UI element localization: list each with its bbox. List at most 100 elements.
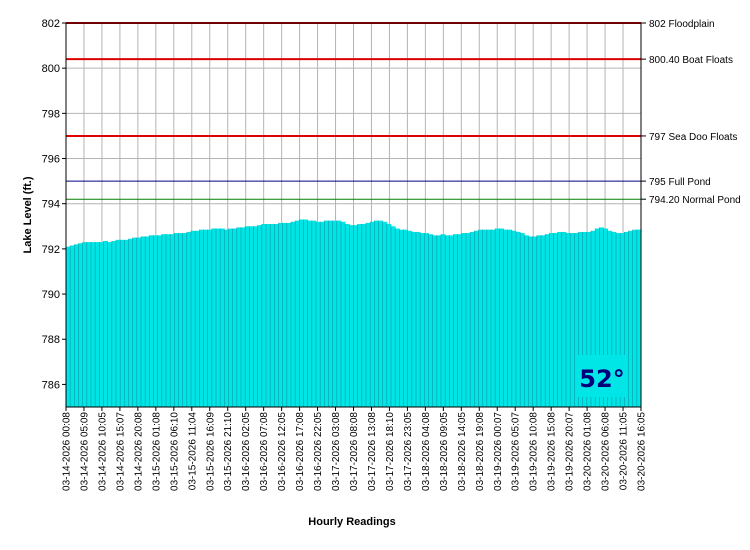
level-bar — [353, 225, 359, 407]
level-bar — [145, 236, 150, 407]
level-bar — [620, 233, 625, 407]
level-bar — [474, 230, 479, 407]
level-bar — [491, 229, 496, 407]
x-tick-label: 03-14-2026 10:05 — [97, 412, 108, 491]
level-bar — [449, 235, 454, 407]
level-bar — [303, 219, 309, 407]
level-bar — [599, 227, 604, 407]
x-tick-label: 03-16-2026 17:08 — [295, 412, 306, 491]
level-bar — [170, 234, 175, 407]
level-bar — [95, 242, 100, 407]
level-bar — [616, 233, 621, 407]
level-bar — [582, 231, 588, 407]
x-tick-label: 03-19-2026 05:07 — [511, 412, 522, 491]
reference-label: 797 Sea Doo Floats — [649, 132, 737, 143]
level-bar — [111, 240, 117, 407]
level-bar — [361, 224, 367, 407]
level-bar — [478, 229, 484, 407]
level-bar — [524, 235, 529, 407]
level-bar — [74, 244, 79, 407]
level-bar — [470, 231, 475, 407]
x-axis-title: Hourly Readings — [308, 516, 395, 528]
level-bar — [232, 228, 238, 407]
level-bar — [520, 233, 525, 407]
level-bar — [324, 220, 329, 407]
level-bar — [195, 230, 200, 407]
level-bar — [386, 224, 392, 407]
x-tick-label: 03-15-2026 21:10 — [223, 412, 234, 491]
level-bar — [66, 246, 71, 407]
level-bar — [516, 231, 521, 407]
x-tick-label: 03-20-2026 01:08 — [583, 412, 594, 491]
level-bar — [499, 228, 504, 407]
level-bar — [486, 229, 492, 407]
level-bar — [311, 220, 317, 407]
x-tick-label: 03-18-2026 09:05 — [439, 412, 450, 491]
lake-level-area — [65, 219, 642, 407]
reference-label: 794.20 Normal Pond — [649, 195, 741, 206]
level-bar — [628, 230, 634, 407]
level-bar — [261, 224, 267, 407]
x-tick-label: 03-19-2026 00:07 — [493, 412, 504, 491]
level-bar — [553, 233, 559, 407]
x-tick-label: 03-15-2026 06:10 — [169, 412, 180, 491]
level-bar — [228, 228, 234, 407]
level-bar — [495, 228, 500, 407]
level-bar — [120, 239, 125, 407]
level-bar — [278, 222, 284, 407]
x-tick-label: 03-16-2026 02:05 — [241, 412, 252, 491]
y-axis-title: Lake Level (ft.) — [22, 176, 34, 253]
x-tick-label: 03-16-2026 22:05 — [313, 412, 324, 491]
level-bar — [436, 235, 442, 407]
level-bar — [578, 231, 584, 407]
level-bar — [236, 227, 242, 407]
level-bar — [591, 230, 596, 407]
level-bar — [82, 242, 88, 407]
level-bar — [382, 221, 388, 407]
y-tick-label: 796 — [42, 154, 60, 166]
x-tick-label: 03-14-2026 00:08 — [62, 412, 73, 491]
level-bar — [574, 233, 579, 407]
level-bar — [253, 226, 259, 407]
x-tick-label: 03-18-2026 04:08 — [421, 412, 432, 491]
y-tick-label: 800 — [42, 63, 60, 75]
level-bar — [528, 236, 534, 407]
level-bar — [378, 220, 384, 407]
level-bar — [203, 229, 209, 407]
temperature-badge-background — [577, 355, 627, 397]
level-bar — [161, 234, 167, 407]
x-tick-label: 03-19-2026 15:08 — [547, 412, 558, 491]
level-bar — [503, 229, 509, 407]
level-bar — [624, 231, 629, 407]
x-tick-label: 03-17-2026 13:08 — [367, 412, 378, 491]
level-bar — [453, 234, 459, 407]
level-bar — [103, 240, 109, 407]
level-bar — [407, 230, 413, 407]
level-bar — [128, 238, 134, 407]
level-bar — [132, 237, 138, 407]
level-bar — [507, 229, 513, 407]
x-tick-label: 03-14-2026 20:08 — [133, 412, 144, 491]
level-bar — [99, 242, 104, 407]
level-bar — [611, 231, 617, 407]
level-bar — [328, 220, 334, 407]
level-bar — [286, 222, 292, 407]
x-tick-label: 03-14-2026 15:07 — [115, 412, 126, 491]
level-bar — [603, 228, 609, 407]
level-bar — [241, 227, 246, 407]
level-bar — [224, 229, 229, 407]
x-tick-label: 03-15-2026 01:08 — [151, 412, 162, 491]
x-axis-ticks: 03-14-2026 00:08 03-14-2026 05:09 03-14-20… — [62, 407, 648, 491]
level-bar — [570, 233, 575, 407]
level-bar — [370, 221, 375, 407]
x-tick-label: 03-17-2026 08:08 — [349, 412, 360, 491]
level-bar — [274, 224, 279, 407]
level-bar — [399, 229, 404, 407]
level-bar — [178, 233, 184, 407]
level-bar — [482, 229, 488, 407]
level-bar — [536, 235, 542, 407]
y-tick-label: 790 — [42, 289, 60, 301]
y-tick-label: 792 — [42, 244, 60, 256]
level-bar — [207, 229, 213, 407]
